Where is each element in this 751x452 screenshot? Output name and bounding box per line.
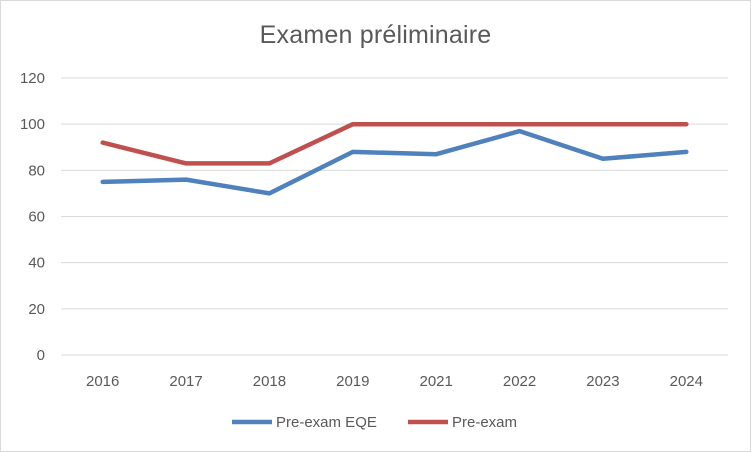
y-tick-label: 120 — [20, 70, 45, 87]
series-lines — [100, 121, 689, 196]
axes: 0 20 40 60 80 100 120 2016 2017 2018 2019 2021 2022 2… — [20, 70, 703, 390]
x-tick-label: 2024 — [670, 373, 703, 390]
legend: Pre-exam EQE Pre-exam — [232, 414, 517, 431]
x-tick-label: 2016 — [86, 373, 119, 390]
series-line-1 — [100, 128, 689, 196]
y-tick-label: 20 — [28, 301, 45, 318]
y-tick-label: 100 — [20, 116, 45, 133]
legend-label: Pre-exam — [452, 414, 517, 431]
y-tick-label: 80 — [28, 162, 45, 179]
series-line-2 — [100, 121, 689, 166]
y-tick-label: 60 — [28, 209, 45, 226]
x-tick-label: 2019 — [336, 373, 369, 390]
y-tick-label: 40 — [28, 255, 45, 272]
legend-item-2: Pre-exam — [408, 414, 517, 431]
chart-title: Examen préliminaire — [259, 21, 492, 49]
x-tick-label: 2021 — [420, 373, 453, 390]
x-tick-label: 2022 — [503, 373, 536, 390]
x-tick-label: 2017 — [169, 373, 202, 390]
legend-item-1: Pre-exam EQE — [232, 414, 377, 431]
legend-label: Pre-exam EQE — [276, 414, 377, 431]
x-tick-label: 2018 — [253, 373, 286, 390]
y-tick-label: 0 — [37, 347, 45, 364]
x-tick-label: 2023 — [586, 373, 619, 390]
gridlines — [61, 77, 728, 356]
